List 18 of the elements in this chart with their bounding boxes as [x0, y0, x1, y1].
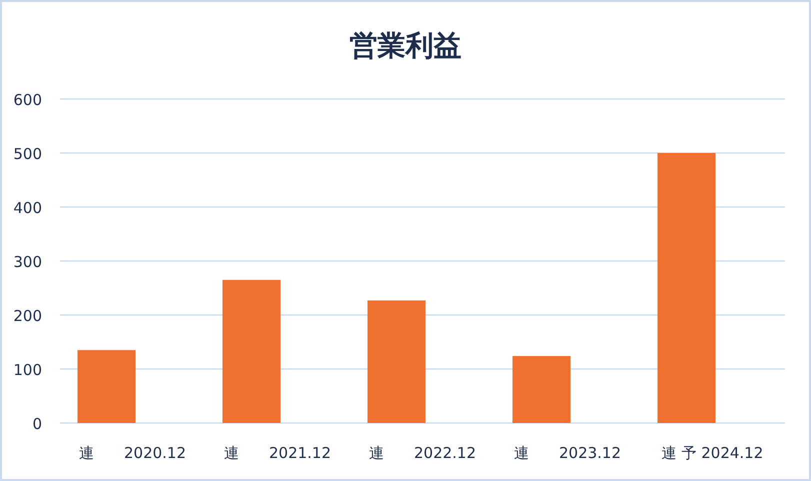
- y-tick-label: 200: [13, 307, 42, 325]
- y-tick-label: 600: [13, 91, 42, 109]
- y-tick-label: 0: [32, 415, 42, 433]
- x-tick-label: 連 2021.12: [224, 444, 332, 462]
- bar: [368, 300, 426, 423]
- bar: [512, 356, 570, 423]
- bar: [658, 153, 716, 423]
- bar: [78, 350, 136, 423]
- y-tick-label: 400: [13, 199, 42, 217]
- chart-title: 営業利益: [350, 29, 462, 62]
- y-tick-label: 500: [13, 145, 42, 163]
- x-tick-label: 連 2023.12: [514, 444, 622, 462]
- y-tick-label: 100: [13, 361, 42, 379]
- x-tick-label: 連 2022.12: [368, 444, 476, 462]
- bar: [222, 280, 280, 423]
- y-tick-label: 300: [13, 253, 42, 271]
- x-tick-label: 連 2020.12: [78, 444, 186, 462]
- x-tick-label: 連 予 2024.12: [662, 444, 764, 462]
